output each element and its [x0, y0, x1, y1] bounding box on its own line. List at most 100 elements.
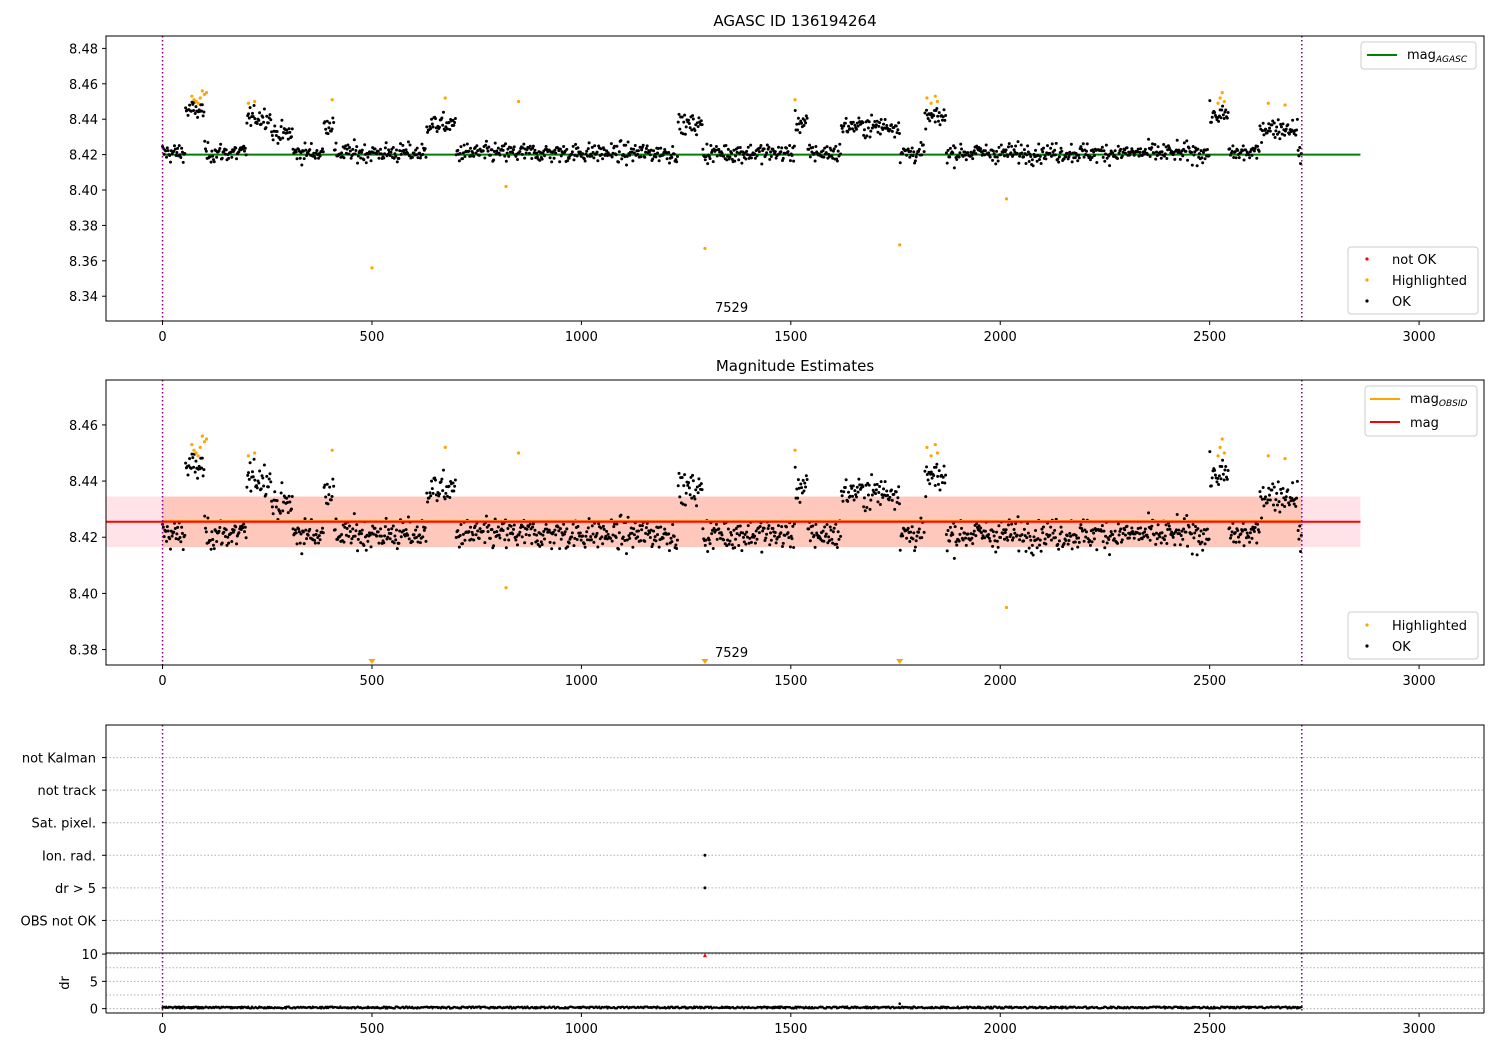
ok-point	[1197, 539, 1201, 543]
ok-point	[1118, 529, 1122, 533]
ok-point	[476, 529, 480, 533]
ok-point	[1095, 160, 1099, 164]
ok-point	[812, 151, 816, 155]
ok-point	[210, 530, 214, 534]
ok-point	[980, 536, 984, 540]
ok-point	[579, 154, 583, 158]
ok-point	[803, 481, 807, 485]
ok-point	[722, 538, 726, 542]
ok-point	[862, 496, 866, 500]
ok-point	[649, 148, 653, 152]
ok-point	[1011, 153, 1015, 157]
ok-point	[983, 153, 987, 157]
ok-point	[179, 155, 183, 159]
ok-point	[441, 123, 445, 127]
ok-point	[1278, 510, 1282, 514]
ok-point	[1244, 528, 1248, 532]
x-tick-label: 1000	[565, 330, 598, 345]
ok-point	[276, 141, 280, 145]
ok-point	[1043, 154, 1047, 158]
ok-point	[377, 156, 381, 160]
ok-point	[886, 493, 890, 497]
ok-point	[345, 526, 349, 530]
magnitude-annotation: 7529	[715, 646, 748, 661]
ok-point	[347, 534, 351, 538]
ok-point	[881, 495, 885, 499]
ok-point	[714, 144, 718, 148]
ok-point	[1017, 161, 1021, 165]
ok-point	[1042, 525, 1046, 529]
ok-point	[1295, 128, 1299, 132]
ok-point	[406, 140, 410, 144]
ok-point	[478, 527, 482, 531]
flag-category-label: not track	[37, 784, 96, 799]
ok-point	[1221, 458, 1225, 462]
ok-point	[1053, 536, 1057, 540]
ok-point	[972, 149, 976, 153]
ok-point	[878, 502, 882, 506]
agasc-line-legend: magAGASC	[1360, 41, 1477, 70]
ok-point	[699, 119, 703, 123]
ok-point	[757, 531, 761, 535]
ok-point	[1024, 549, 1028, 553]
ok-point	[540, 157, 544, 161]
ok-point	[734, 154, 738, 158]
ok-point	[1295, 479, 1299, 483]
ok-point	[726, 147, 730, 151]
ok-point	[670, 540, 674, 544]
ok-point	[515, 157, 519, 161]
ok-point	[506, 147, 510, 151]
ok-point	[854, 495, 858, 499]
ok-point	[533, 148, 537, 152]
ok-point	[952, 144, 956, 148]
ok-point	[426, 500, 430, 504]
ok-point	[727, 542, 731, 546]
ok-point	[800, 121, 804, 125]
ok-point	[851, 120, 855, 124]
ok-point	[1088, 539, 1092, 543]
ok-point	[162, 152, 166, 156]
ok-point	[1034, 148, 1038, 152]
highlighted-point	[246, 454, 251, 458]
ok-point	[1009, 533, 1013, 537]
ok-point	[952, 556, 956, 560]
ok-point	[461, 532, 465, 536]
ok-point	[999, 536, 1003, 540]
ok-point	[923, 111, 927, 115]
ok-point	[925, 108, 929, 112]
ok-point	[237, 531, 241, 535]
ok-point	[1026, 150, 1030, 154]
ok-point	[932, 114, 936, 118]
x-tick-label: 3000	[1403, 1022, 1436, 1037]
ok-point	[823, 534, 827, 538]
ok-point	[364, 161, 368, 165]
ok-point	[1022, 527, 1026, 531]
highlighted-point	[198, 96, 202, 100]
highlighted-point	[190, 442, 194, 447]
ok-point	[1181, 154, 1185, 158]
ok-point	[969, 150, 973, 154]
ok-point	[1163, 152, 1167, 156]
ok-point	[1275, 125, 1279, 129]
ok-point	[997, 145, 1001, 149]
ok-point	[504, 159, 508, 163]
ok-point	[434, 478, 438, 482]
ok-point	[1208, 450, 1212, 454]
ok-point	[1045, 532, 1049, 536]
ok-point	[1232, 156, 1236, 160]
ok-point	[854, 127, 858, 131]
ok-point	[914, 539, 918, 543]
ok-point	[394, 154, 398, 158]
ok-point	[971, 157, 975, 161]
ok-point	[1160, 150, 1164, 154]
ok-point	[301, 149, 305, 153]
ok-point	[377, 541, 381, 545]
ok-point	[691, 117, 695, 121]
ok-point	[355, 145, 359, 149]
ok-point	[428, 491, 432, 495]
ok-point	[1119, 540, 1123, 544]
ok-point	[804, 114, 808, 118]
ok-point	[375, 152, 379, 156]
ok-point	[829, 528, 833, 532]
ok-point	[262, 107, 266, 111]
